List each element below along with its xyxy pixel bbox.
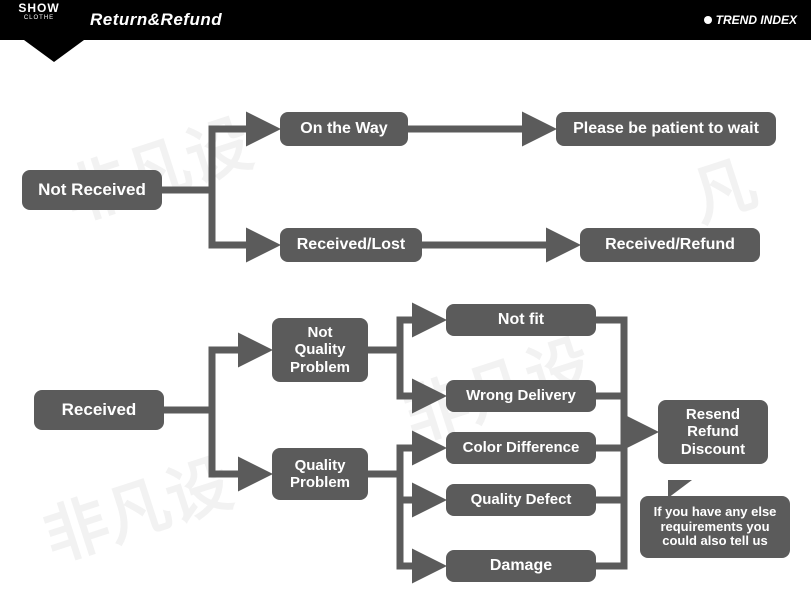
node-resend: ResendRefundDiscount — [658, 400, 768, 464]
node-please_wait: Please be patient to wait — [556, 112, 776, 146]
node-qp: QualityProblem — [272, 448, 368, 500]
node-received_lost: Received/Lost — [280, 228, 422, 262]
node-not_qp: NotQualityProblem — [272, 318, 368, 382]
edge-qp-to-color_diff — [368, 448, 440, 474]
trend-index-label: TREND INDEX — [704, 13, 797, 27]
edge-not_received-to-on_the_way — [162, 129, 274, 190]
logo-sub-text: CLOTHE — [24, 15, 54, 21]
page-title: Return&Refund — [90, 10, 222, 30]
header-bar: SHOW CLOTHE Return&Refund TREND INDEX — [0, 0, 811, 40]
edge-received-to-not_qp — [164, 350, 266, 410]
node-color_diff: Color Difference — [446, 432, 596, 464]
edge-qp-to-damage — [368, 474, 440, 566]
node-callout: If you have any elserequirements youcoul… — [640, 496, 790, 558]
node-quality_defect: Quality Defect — [446, 484, 596, 516]
bullet-icon — [704, 16, 712, 24]
edge-wrong_delivery-to-resend — [596, 396, 652, 432]
node-received: Received — [34, 390, 164, 430]
callout-tail-icon — [668, 480, 692, 498]
edge-not_received-to-received_lost — [162, 190, 274, 245]
node-not_fit: Not fit — [446, 304, 596, 336]
node-wrong_delivery: Wrong Delivery — [446, 380, 596, 412]
edge-not_qp-to-not_fit — [368, 320, 440, 350]
node-received_refund: Received/Refund — [580, 228, 760, 262]
node-not_received: Not Received — [22, 170, 162, 210]
flowchart-canvas: 非凡设 非凡设 非凡设 凡 Not ReceivedOn the WayPlea… — [0, 40, 811, 605]
trend-text: TREND INDEX — [716, 13, 797, 27]
edge-not_qp-to-wrong_delivery — [368, 350, 440, 396]
edge-qp-to-quality_defect — [368, 474, 440, 500]
node-damage: Damage — [446, 550, 596, 582]
edge-received-to-qp — [164, 410, 266, 474]
node-on_the_way: On the Way — [280, 112, 408, 146]
logo-triangle-icon — [24, 40, 84, 62]
logo-main-text: SHOW — [18, 2, 59, 14]
brand-logo: SHOW CLOTHE — [0, 0, 78, 40]
